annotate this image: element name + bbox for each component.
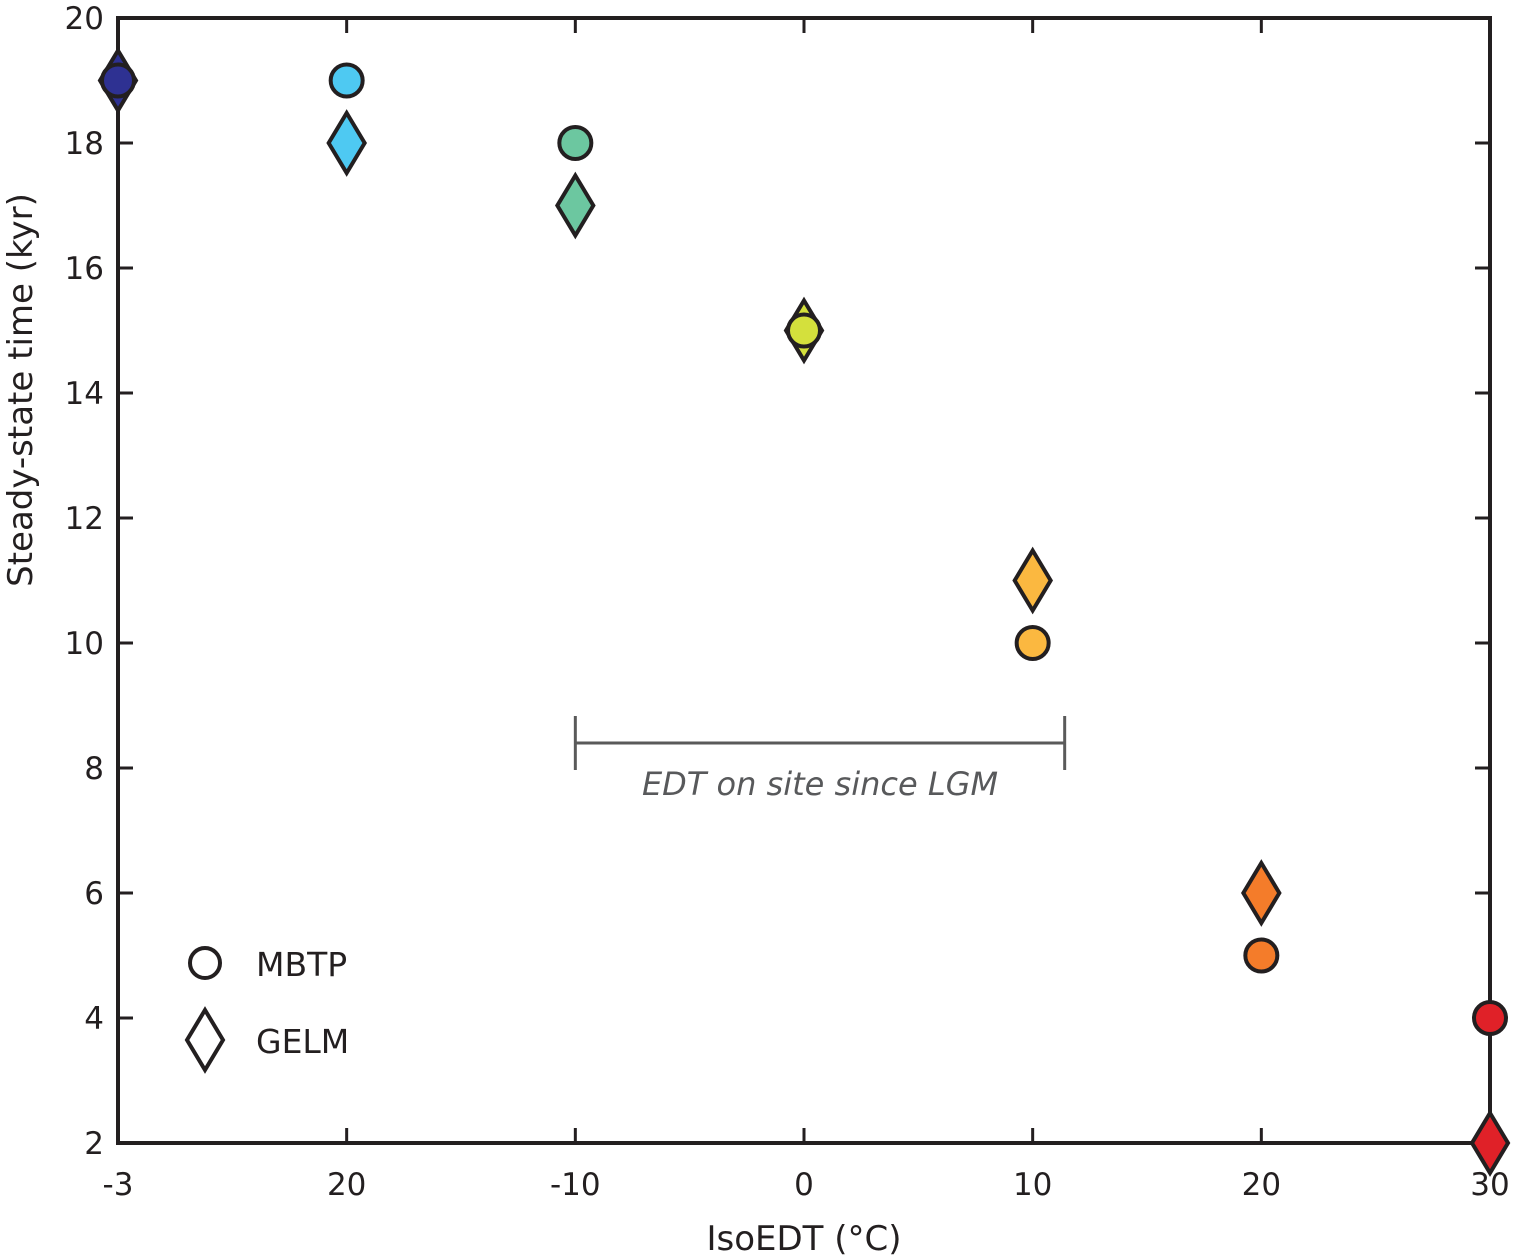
mbtp-point [1472, 1000, 1508, 1036]
mbtp-point [1014, 625, 1051, 661]
y-tick-label: 10 [65, 626, 104, 662]
y-tick-label: 8 [84, 751, 104, 787]
mbtp-point [328, 62, 365, 99]
x-axis-label: IsoEDT (°C) [706, 1219, 901, 1258]
mbtp-point [1243, 937, 1280, 974]
y-tick-label: 4 [84, 1001, 104, 1037]
range-bracket-label: EDT on site since LGM [642, 765, 998, 803]
x-tick-label: -3 [103, 1167, 134, 1203]
x-tick-label: 0 [794, 1167, 814, 1203]
y-tick-label: 6 [84, 876, 104, 912]
gelm-point [1241, 859, 1282, 927]
gelm-point [1469, 1109, 1511, 1177]
legend-diamond-icon [184, 1006, 226, 1074]
mbtp-point [100, 62, 136, 99]
y-tick-label: 18 [65, 126, 104, 162]
y-tick-label: 16 [65, 251, 104, 287]
legend-label-mbtp: MBTP [256, 945, 347, 984]
y-tick-label: 2 [84, 1126, 104, 1162]
legend: MBTP GELM [184, 945, 349, 1074]
x-tick-label: 20 [1242, 1167, 1281, 1203]
legend-label-gelm: GELM [256, 1022, 349, 1061]
x-tick-label: -10 [550, 1167, 601, 1203]
y-tick-label: 12 [65, 501, 104, 537]
gelm-point [555, 171, 596, 240]
mbtp-point [557, 125, 594, 161]
y-tick-label: 14 [65, 376, 104, 412]
y-axis-label: Steady-state time (kyr) [1, 193, 41, 587]
legend-circle-icon [188, 946, 222, 980]
mbtp-point [786, 312, 822, 349]
annotation-layer: EDT on site since LGM [573, 716, 1067, 803]
gelm-point [1012, 546, 1053, 615]
x-tick-label: 10 [1013, 1167, 1052, 1203]
x-tick-label: 20 [327, 1167, 366, 1203]
gelm-point [326, 109, 367, 177]
y-tick-label: 20 [65, 1, 104, 37]
data-marks [97, 46, 1511, 1177]
